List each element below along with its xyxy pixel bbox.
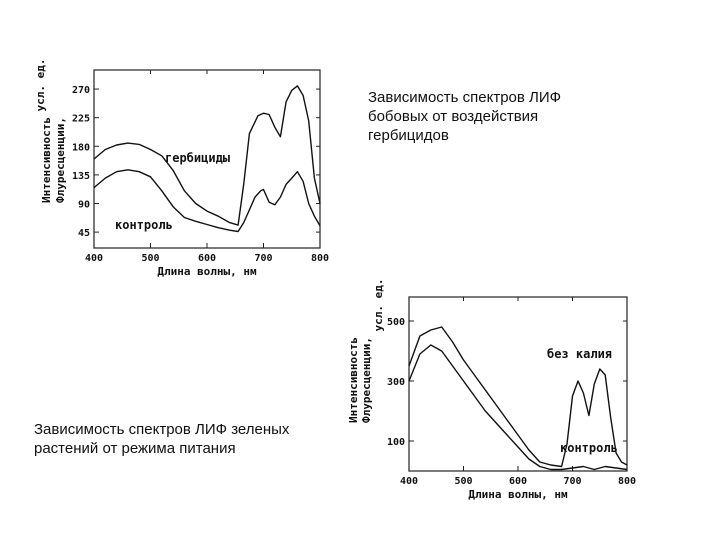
y-tick-label: 100: [387, 437, 405, 448]
x-tick-label: 800: [311, 253, 329, 264]
series-lines: [93, 85, 321, 233]
x-tick-label: 700: [254, 253, 272, 264]
x-tick-label: 600: [198, 253, 216, 264]
y-tick-labels: 270 225 180 135 90 45: [72, 85, 90, 239]
x-axis-label: Длина волны, нм: [468, 488, 568, 501]
y-axis-label: Интенсивность Флуресценции, усл. ед.: [347, 279, 385, 424]
series-line-a: [408, 326, 628, 468]
y-tick-label: 45: [78, 228, 90, 239]
x-tick-label: 800: [618, 476, 636, 487]
tick-marks: [408, 297, 628, 471]
y-tick-label: 90: [78, 200, 90, 211]
y-tick-label: 270: [72, 85, 90, 96]
series-label-control: контроль: [560, 441, 618, 455]
chart-potassium: 500 300 100 400 500 600 700 800 без калия конт…: [347, 279, 636, 501]
x-tick-label: 400: [400, 476, 418, 487]
y-axis-label-line: Флуресценции,: [54, 117, 67, 203]
y-axis-label-line: усл. ед.: [372, 279, 385, 332]
x-axis-label: Длина волны, нм: [157, 265, 257, 278]
x-tick-label: 400: [85, 253, 103, 264]
x-tick-label: 700: [563, 476, 581, 487]
series-line-a: [93, 85, 321, 226]
series-label-herbicides: гербициды: [165, 151, 231, 165]
x-tick-labels: 400 500 600 700 800: [85, 253, 329, 264]
series-lines: [408, 326, 628, 471]
y-tick-label: 225: [72, 114, 90, 125]
series-label-no-potassium: без калия: [547, 347, 612, 361]
y-tick-label: 300: [387, 377, 405, 388]
y-tick-label: 180: [72, 142, 90, 153]
x-tick-label: 600: [509, 476, 527, 487]
caption-potassium: Зависимость спектров ЛИФ зеленых растени…: [34, 421, 290, 457]
x-tick-label: 500: [141, 253, 159, 264]
y-axis-label: Интенсивность Флуресценции, усл. ед.: [34, 59, 67, 204]
series-label-control: контроль: [115, 218, 173, 232]
y-tick-labels: 500 300 100: [387, 317, 405, 448]
y-axis-label-line: Флуресценции,: [360, 337, 373, 423]
x-tick-label: 500: [454, 476, 472, 487]
y-axis-label-line: Интенсивность: [40, 117, 53, 203]
chart-herbicides: 270 225 180 135 90 45 400 500 600 700 800 гербици…: [34, 59, 329, 278]
x-tick-labels: 400 500 600 700 800: [400, 476, 636, 487]
y-axis-label-line: Интенсивность: [347, 337, 360, 423]
y-axis-label-line: усл. ед.: [34, 59, 47, 112]
series-line-b: [93, 169, 321, 233]
series-line-b: [408, 344, 628, 471]
caption-herbicides: Зависимость спектров ЛИФ бобовых от возд…: [368, 89, 562, 144]
y-tick-label: 135: [72, 171, 90, 182]
y-tick-label: 500: [387, 317, 405, 328]
